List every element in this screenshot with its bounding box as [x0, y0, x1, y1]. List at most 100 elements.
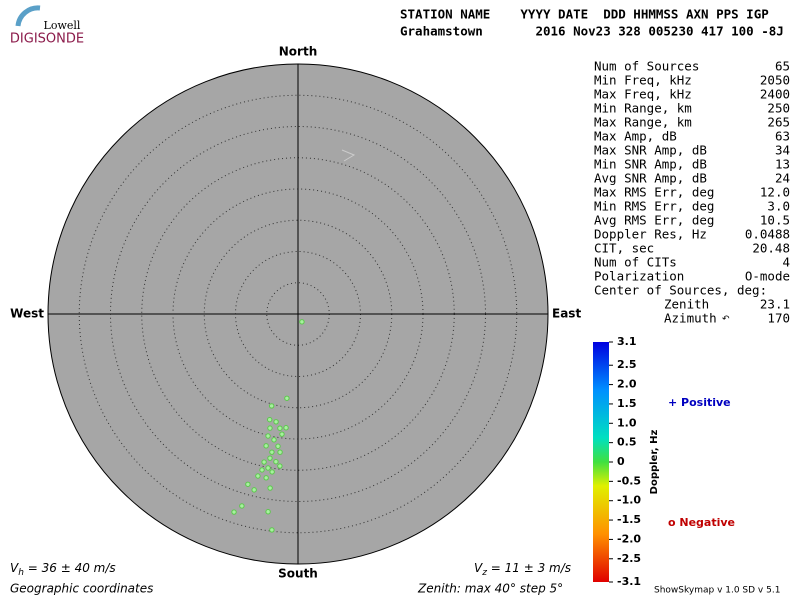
- logo-bottom: DIGISONDE: [10, 32, 84, 47]
- stat-value: O-mode: [745, 269, 790, 284]
- colorbar-tick-label: 2.0: [617, 378, 637, 391]
- center-value: 23.1: [760, 297, 790, 312]
- north-label: North: [279, 45, 317, 59]
- colorbar-tick-label: -2.5: [617, 552, 641, 565]
- source-point: [251, 487, 257, 493]
- stat-value: 2400: [760, 87, 790, 102]
- legend-positive: + Positive: [668, 396, 731, 409]
- colorbar-tick-label: 0.5: [617, 436, 637, 449]
- source-point: [271, 437, 277, 443]
- center-value: 170: [767, 311, 790, 326]
- header-line: STATION NAME YYYY DATE DDD HHMMSS AXN PP…: [400, 7, 769, 22]
- stat-label: Avg SNR Amp, dB: [594, 171, 707, 186]
- center-title: Center of Sources, deg:: [594, 283, 767, 298]
- source-point: [267, 485, 273, 491]
- vh: Vh = 36 ± 40 m/s: [10, 561, 116, 578]
- colorbar-tick-label: 1.0: [617, 416, 637, 429]
- source-point: [279, 431, 285, 437]
- vz: Vz = 11 ± 3 m/s: [474, 561, 571, 578]
- stat-label: Num of Sources: [594, 59, 699, 74]
- source-point: [265, 465, 271, 471]
- source-point: [261, 459, 267, 465]
- source-point: [266, 416, 273, 423]
- source-point: [265, 433, 271, 439]
- source-point: [269, 527, 275, 533]
- source-point: [273, 419, 279, 425]
- stat-value: 4: [782, 255, 790, 270]
- marker: [341, 149, 356, 162]
- stat-label: Min Range, km: [594, 101, 692, 116]
- legend-negative: o Negative: [668, 516, 735, 529]
- colorbar-tick-label: 0: [617, 455, 625, 468]
- source-point: [277, 425, 283, 431]
- colorbar-tick-label: -3.1: [617, 575, 641, 588]
- stat-label: Polarization: [594, 269, 684, 284]
- source-point: [275, 443, 281, 449]
- source-point: [268, 403, 275, 409]
- source-point: [265, 509, 271, 515]
- stat-value: 13: [775, 157, 790, 172]
- stat-label: Min RMS Err, deg: [594, 199, 714, 214]
- azimuth-icon: ↶: [722, 315, 730, 325]
- colorbar-tick-label: -2.0: [617, 532, 641, 545]
- source-point: [259, 467, 265, 473]
- colorbar-tick-label: -0.5: [617, 474, 641, 487]
- colorbar: [593, 342, 609, 582]
- stat-value: 3.0: [767, 199, 790, 214]
- east-label: East: [552, 307, 581, 321]
- stat-value: 12.0: [760, 185, 790, 200]
- stat-value: 20.48: [752, 241, 790, 256]
- version: ShowSkymap v 1.0 SD v 5.1: [654, 586, 780, 596]
- logo-top: Lowell: [44, 19, 81, 32]
- stat-value: 34: [775, 143, 790, 158]
- stat-label: Max Amp, dB: [594, 129, 677, 144]
- stat-label: Min Freq, kHz: [594, 73, 692, 88]
- source-point: [277, 449, 283, 455]
- center-label: Azimuth: [664, 311, 717, 326]
- colorbar-tick-label: 2.5: [617, 358, 637, 371]
- stat-value: 2050: [760, 73, 790, 88]
- stat-label: Avg RMS Err, deg: [594, 213, 714, 228]
- source-point: [277, 463, 283, 469]
- stat-value: 63: [775, 129, 790, 144]
- stat-value: 265: [767, 115, 790, 130]
- logo-arc: [15, 5, 41, 27]
- stat-label: Max RMS Err, deg: [594, 185, 714, 200]
- zenith-info: Zenith: max 40° step 5°: [417, 582, 563, 596]
- west-label: West: [10, 307, 44, 321]
- stat-value: 10.5: [760, 213, 790, 228]
- source-point: [239, 503, 245, 509]
- stat-label: CIT, sec: [594, 241, 654, 256]
- source-point: [273, 459, 279, 465]
- stat-label: Max Range, km: [594, 115, 692, 130]
- source-point: [267, 425, 273, 431]
- source-point: [269, 469, 275, 475]
- source-point: [263, 475, 269, 481]
- source-point: [267, 455, 273, 461]
- stat-value: 24: [775, 171, 790, 186]
- colorbar-title: Doppler, Hz: [649, 430, 660, 495]
- source-point: [284, 395, 290, 401]
- south-label: South: [278, 567, 318, 581]
- coords: Geographic coordinates: [10, 582, 153, 596]
- colorbar-tick-label: -1.0: [617, 494, 641, 507]
- source-point: [245, 481, 251, 487]
- stat-value: 65: [775, 59, 790, 74]
- source-point: [283, 425, 289, 431]
- header-line: Grahamstown 2016 Nov23 328 005230 417 10…: [400, 24, 784, 39]
- source-point: [231, 509, 237, 515]
- center-label: Zenith: [664, 297, 709, 312]
- stat-value: 250: [767, 101, 790, 116]
- source-point: [263, 443, 269, 449]
- source-point: [255, 473, 261, 479]
- stat-label: Doppler Res, Hz: [594, 227, 707, 242]
- source-point: [269, 449, 275, 455]
- stat-label: Num of CITs: [594, 255, 677, 270]
- colorbar-tick-label: 3.1: [617, 335, 637, 348]
- source-point: [299, 319, 305, 325]
- stat-label: Max SNR Amp, dB: [594, 143, 707, 158]
- stat-label: Min SNR Amp, dB: [594, 157, 707, 172]
- stat-value: 0.0488: [745, 227, 790, 242]
